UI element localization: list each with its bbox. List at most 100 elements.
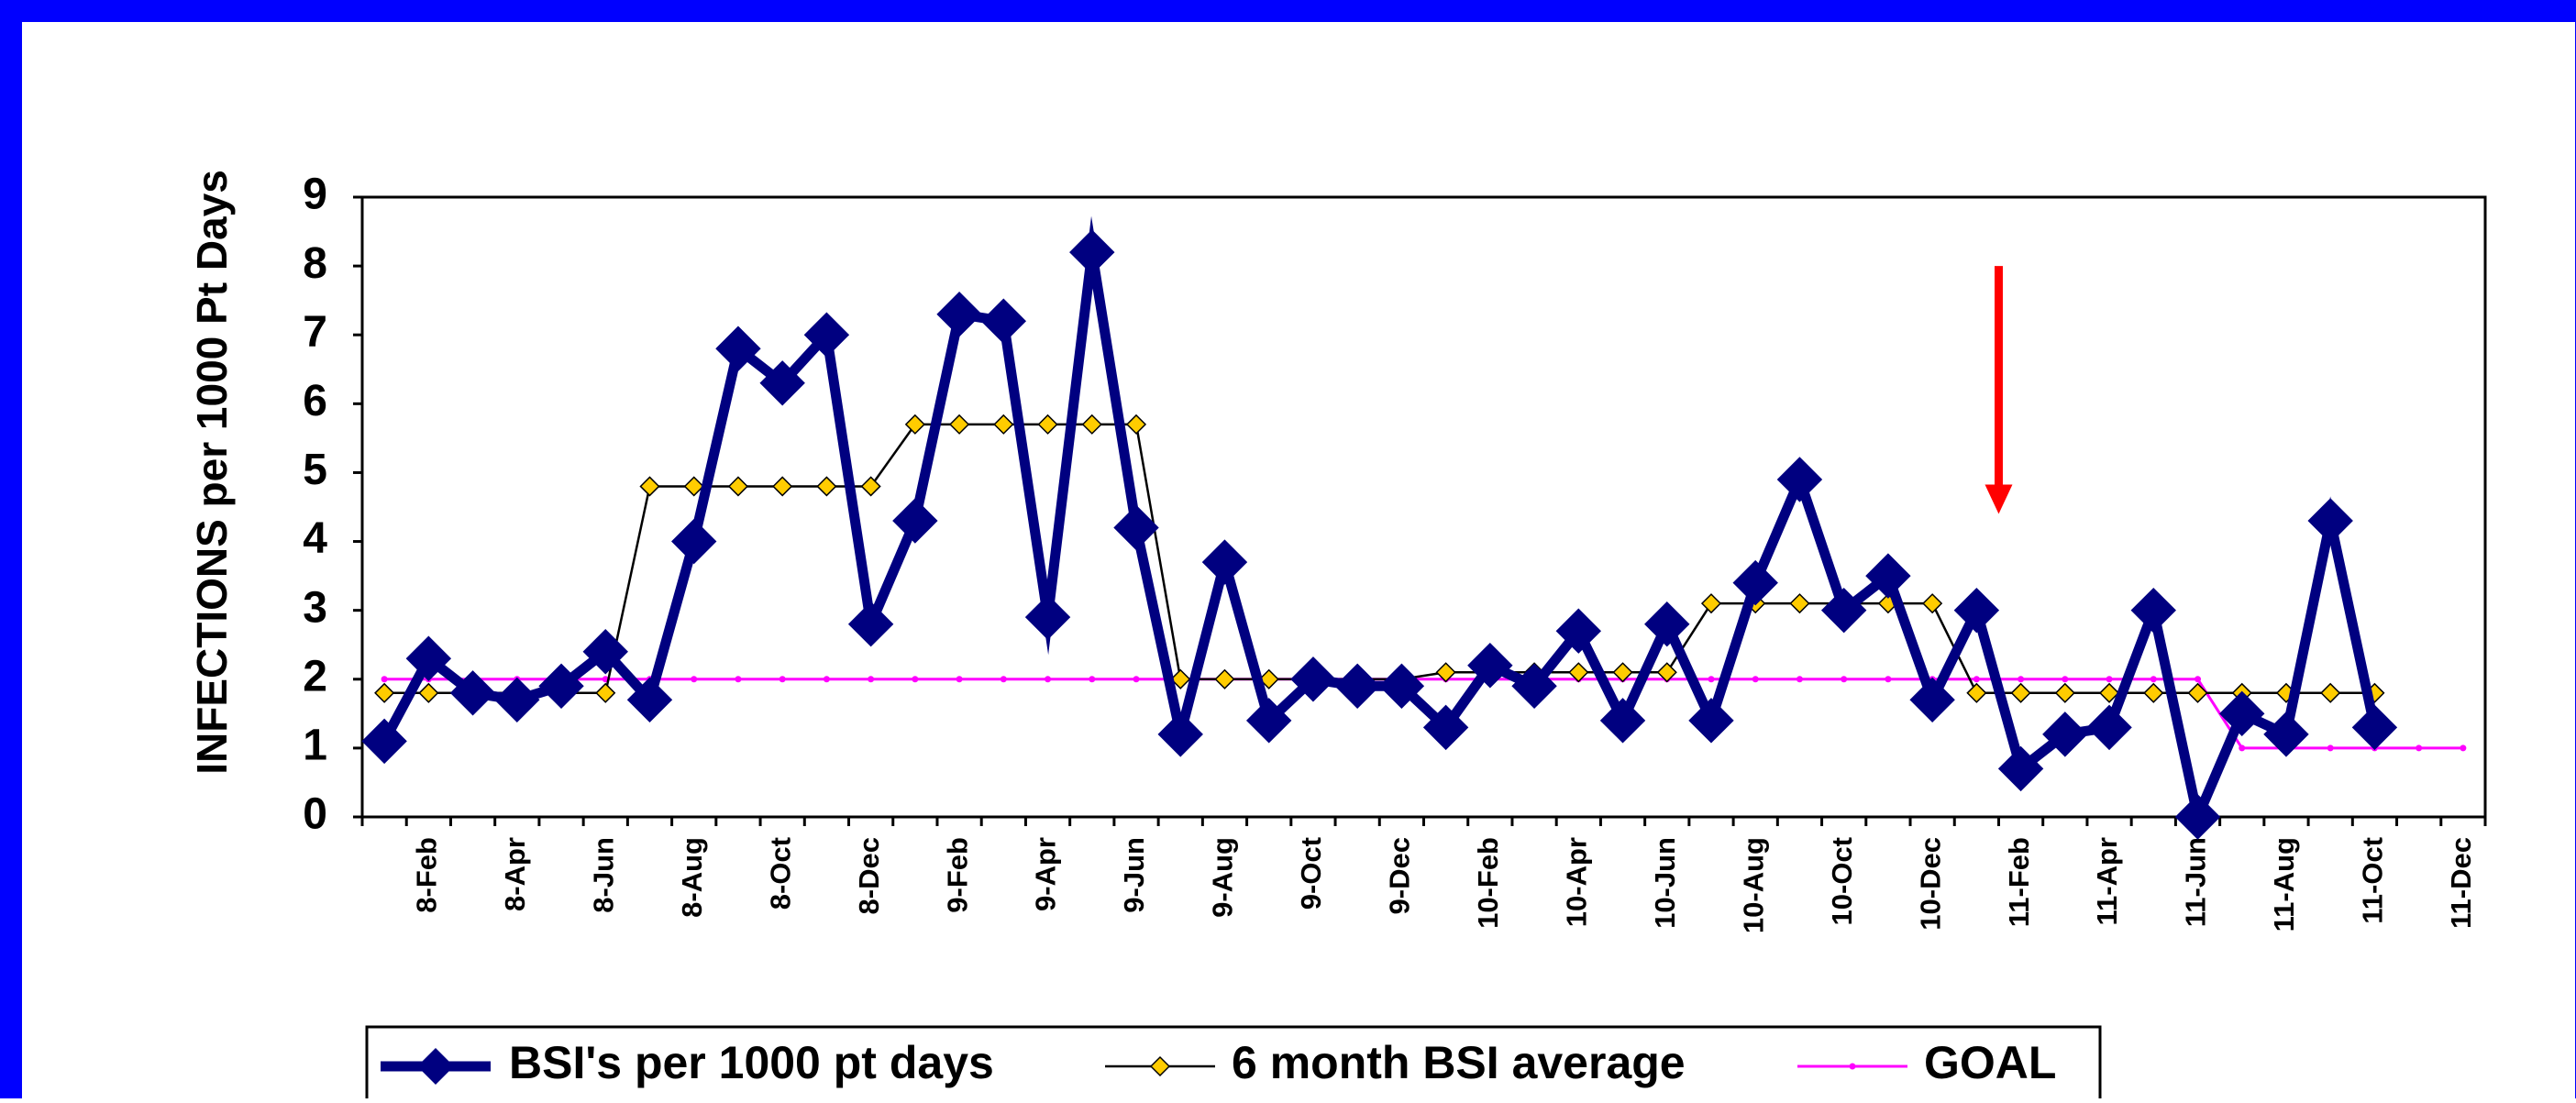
x-tick-label: 9-Aug [1207, 837, 1239, 918]
bsi-point [582, 629, 628, 675]
legend: BSI's per 1000 pt days 6 month BSI averag… [365, 1025, 2102, 1102]
x-tick-label: 11-Dec [2445, 837, 2477, 929]
x-tick-label: 9-Jun [1118, 837, 1150, 913]
x-tick-label: 11-Apr [2091, 837, 2123, 925]
average-point [1214, 668, 1235, 689]
goal-point [1885, 676, 1892, 683]
average-point [374, 682, 395, 703]
goal-point [2106, 676, 2113, 683]
legend-label-bsi: BSI's per 1000 pt days [509, 1037, 994, 1088]
average-point [683, 476, 704, 497]
average-point [949, 414, 970, 435]
y-tick-label: 5 [303, 446, 327, 494]
bsi-point [1599, 698, 1646, 744]
goal-point [2062, 676, 2069, 683]
bsi-point [1511, 663, 1557, 709]
bsi-point [1953, 587, 2000, 634]
legend-box [365, 1025, 2102, 1102]
bsi-point [1290, 656, 1336, 702]
y-tick-label: 0 [303, 790, 327, 839]
goal-point [779, 676, 786, 683]
bsi-point [1555, 608, 1602, 654]
bsi-point [803, 312, 850, 358]
y-tick-label: 6 [303, 377, 327, 425]
x-tick-label: 8-Aug [676, 837, 708, 918]
bsi-point [1776, 457, 1823, 502]
average-point [1568, 662, 1589, 683]
goal-line [384, 678, 2463, 750]
goal-point [1796, 676, 1803, 683]
bsi-point [671, 518, 717, 565]
x-tick-label: 10-Dec [1914, 837, 1946, 931]
y-axis-label: INFECTIONS per 1000 Pt Days [188, 170, 236, 775]
goal-point [1089, 676, 1096, 683]
goal-point [2018, 676, 2025, 683]
goal-point [1841, 676, 1848, 683]
x-tick-label: 9-Feb [941, 837, 973, 913]
x-tick-label: 11-Feb [2003, 837, 2035, 927]
average-point [418, 682, 439, 703]
bsi-point [1644, 601, 1690, 647]
average-point [2143, 682, 2164, 703]
goal-point [691, 676, 698, 683]
bsi-point [2130, 587, 2176, 634]
y-tick-label: 4 [303, 514, 327, 563]
average-point [1037, 414, 1058, 435]
y-tick-label: 8 [303, 239, 327, 288]
bsi-point [980, 298, 1027, 344]
average-point [2320, 682, 2341, 703]
x-tick-label: 10-Feb [1472, 837, 1504, 929]
average-point [1700, 593, 1722, 614]
average-point [1258, 668, 1279, 689]
legend-swatch-bsi-marker [417, 1048, 454, 1085]
goal-point [1000, 676, 1007, 683]
bsi-point [1732, 559, 1778, 606]
average-point [727, 476, 749, 497]
x-tick-label: 9-Apr [1030, 837, 1062, 911]
x-tick-label: 10-Jun [1649, 837, 1681, 929]
bsi-point [1865, 553, 1911, 599]
bsi-point [494, 677, 540, 723]
bsi-point [1113, 504, 1159, 551]
goal-point [2327, 745, 2334, 752]
x-tick-label: 10-Apr [1560, 837, 1592, 927]
bsi-point [1069, 229, 1115, 275]
bsi-point [1909, 677, 1955, 723]
bsi-point [538, 663, 584, 709]
average-point [2187, 682, 2208, 703]
goal-point [1973, 676, 1980, 683]
goal-point [912, 676, 919, 683]
bsi-point [1024, 594, 1071, 640]
average-point [816, 476, 837, 497]
y-tick-label: 1 [303, 722, 327, 770]
average-point [639, 476, 660, 497]
average-point [1656, 662, 1677, 683]
goal-point [1752, 676, 1759, 683]
x-tick-label: 8-Feb [411, 837, 443, 913]
legend-label-average: 6 month BSI average [1232, 1037, 1686, 1088]
bsi-point [1422, 704, 1469, 751]
average-point [772, 476, 793, 497]
bsi-point [2042, 711, 2088, 757]
goal-point [2460, 745, 2467, 752]
x-tick-label: 8-Dec [853, 837, 885, 914]
bsi-point [1157, 711, 1203, 757]
x-tick-label: 8-Jun [587, 837, 619, 913]
bsi-point [2307, 498, 2353, 544]
goal-point [1133, 676, 1140, 683]
bsi-point [847, 601, 894, 647]
goal-point [2150, 676, 2157, 683]
average-point [1125, 414, 1147, 435]
average-point [2098, 682, 2120, 703]
bsi-point [1688, 698, 1734, 744]
average-point [1435, 662, 1456, 683]
bsi-point [1201, 539, 1248, 585]
bsi-point [1467, 643, 1513, 689]
bsi-point [1245, 698, 1292, 744]
average-line [384, 423, 2375, 695]
average-point [595, 682, 616, 703]
bsi-point [2086, 704, 2132, 751]
